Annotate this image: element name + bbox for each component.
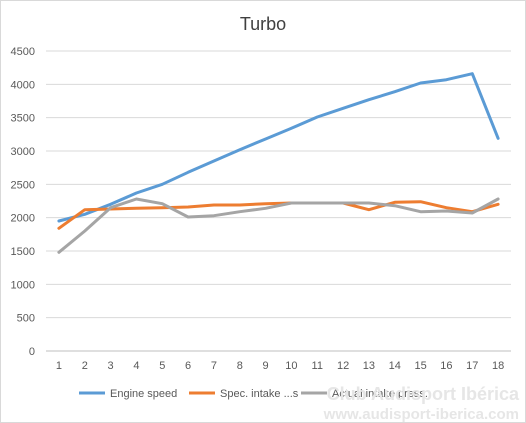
x-tick-label: 2 xyxy=(82,360,88,372)
y-tick-label: 500 xyxy=(17,313,35,325)
x-tick-label: 5 xyxy=(159,360,165,372)
y-tick-label: 4500 xyxy=(11,46,35,58)
x-tick-label: 10 xyxy=(285,360,297,372)
y-tick-label: 2500 xyxy=(11,179,35,191)
series-line-1 xyxy=(57,72,500,223)
legend-label: Actual intake press. xyxy=(332,388,428,400)
x-tick-label: 3 xyxy=(108,360,114,372)
x-tick-label: 14 xyxy=(389,360,401,372)
x-tick-label: 15 xyxy=(414,360,426,372)
gridlines xyxy=(46,50,511,319)
legend-label: Engine speed xyxy=(110,388,177,400)
x-tick-label: 16 xyxy=(440,360,452,372)
y-tick-label: 0 xyxy=(29,346,35,358)
x-tick-label: 7 xyxy=(211,360,217,372)
x-tick-label: 6 xyxy=(185,360,191,372)
chart-title: Turbo xyxy=(240,14,286,34)
y-tick-label: 2000 xyxy=(11,213,35,225)
series-line-3 xyxy=(57,197,500,254)
y-tick-label: 1500 xyxy=(11,246,35,258)
x-tick-label: 9 xyxy=(263,360,269,372)
y-tick-label: 3500 xyxy=(11,113,35,125)
series-line-2 xyxy=(57,200,500,230)
legend: Engine speed Spec. intake ...s Actual inta… xyxy=(79,388,428,400)
x-tick-label: 13 xyxy=(363,360,375,372)
legend-label: Spec. intake ...s xyxy=(220,388,299,400)
watermark: Club Audisport Ibérica www.audisport-ibe… xyxy=(323,384,520,422)
x-tick-label: 12 xyxy=(337,360,349,372)
x-tick-label: 8 xyxy=(237,360,243,372)
y-tick-label: 1000 xyxy=(11,279,35,291)
x-tick-label: 11 xyxy=(312,360,323,372)
x-tick-label: 18 xyxy=(492,360,504,372)
watermark-line1: Club Audisport Ibérica xyxy=(327,384,520,404)
x-tick-label: 1 xyxy=(56,360,62,372)
series-lines xyxy=(57,72,500,254)
y-tick-label: 3000 xyxy=(11,146,35,158)
watermark-line2: www.audisport-iberica.com xyxy=(323,406,519,422)
x-tick-label: 17 xyxy=(466,360,478,372)
y-tick-label: 4000 xyxy=(11,79,35,91)
x-tick-label: 4 xyxy=(133,360,139,372)
